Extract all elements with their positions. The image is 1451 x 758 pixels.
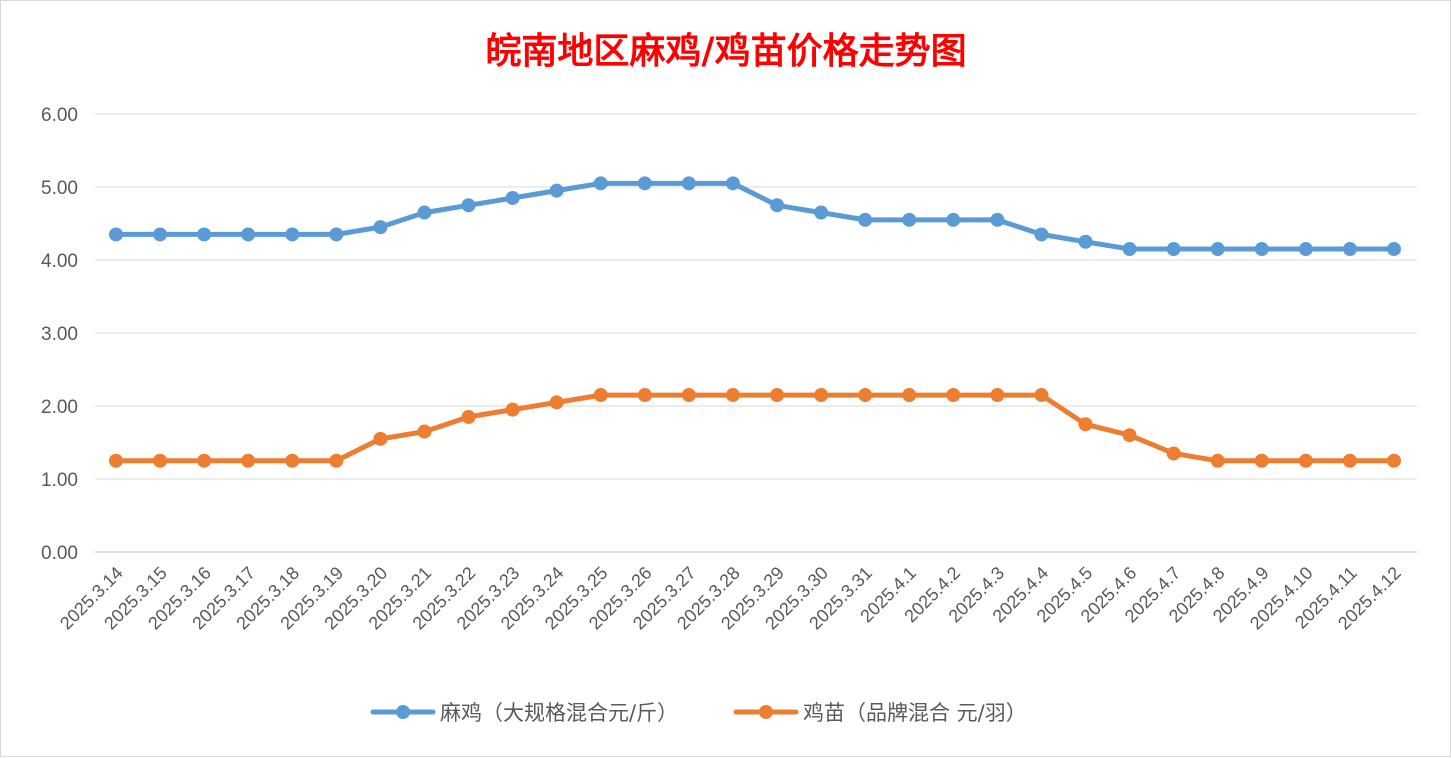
data-point	[593, 176, 608, 191]
data-point	[1078, 417, 1093, 432]
data-point	[1122, 242, 1137, 257]
data-point	[946, 388, 961, 403]
data-point	[902, 212, 917, 227]
series-line	[113, 392, 1397, 464]
data-point	[946, 212, 961, 227]
chart-title: 皖南地区麻鸡/鸡苗价格走势图	[485, 30, 966, 72]
data-point	[549, 395, 564, 410]
data-point	[1387, 242, 1401, 257]
data-point	[1342, 242, 1357, 257]
data-point	[505, 402, 520, 417]
data-point	[197, 227, 212, 242]
data-point	[681, 388, 696, 403]
data-point	[109, 453, 123, 468]
legend-label: 鸡苗（品牌混合 元/羽）	[803, 701, 1027, 725]
data-point	[1210, 453, 1225, 468]
legend-label: 麻鸡（大规格混合元/斤）	[440, 701, 678, 725]
series-1	[109, 176, 1401, 257]
y-tick-label: 2.00	[41, 397, 78, 418]
legend-item[interactable]: 鸡苗（品牌混合 元/羽）	[733, 701, 1027, 725]
data-point	[814, 205, 829, 220]
data-point	[285, 227, 300, 242]
data-point	[1387, 453, 1401, 468]
legend-item[interactable]: 麻鸡（大规格混合元/斤）	[370, 701, 678, 725]
data-point	[725, 388, 740, 403]
data-point	[109, 227, 123, 242]
data-point	[902, 388, 917, 403]
data-point	[1034, 227, 1049, 242]
data-point	[770, 198, 785, 213]
data-point	[814, 388, 829, 403]
data-point	[858, 388, 873, 403]
data-point	[1078, 234, 1093, 249]
series-line	[113, 180, 1397, 252]
legend[interactable]: 麻鸡（大规格混合元/斤） 鸡苗（品牌混合 元/羽）	[370, 701, 1027, 725]
data-point	[329, 453, 344, 468]
data-point	[1166, 446, 1181, 461]
data-point	[549, 183, 564, 198]
data-point	[1298, 242, 1313, 257]
data-point	[1166, 242, 1181, 257]
data-point	[241, 227, 256, 242]
y-tick-label: 1.00	[41, 470, 78, 491]
data-point	[770, 388, 785, 403]
data-point	[505, 190, 520, 205]
data-point	[593, 388, 608, 403]
data-point	[329, 227, 344, 242]
y-tick-label: 6.00	[41, 105, 78, 126]
data-point	[417, 424, 432, 439]
y-tick-label: 0.00	[41, 543, 78, 564]
data-point	[241, 453, 256, 468]
data-point	[990, 388, 1005, 403]
data-point	[1122, 428, 1137, 443]
data-point	[681, 176, 696, 191]
data-point	[373, 220, 388, 235]
data-point	[461, 409, 476, 424]
y-tick-label: 3.00	[41, 324, 78, 345]
data-point	[285, 453, 300, 468]
data-point	[153, 227, 168, 242]
legend-marker	[396, 705, 410, 719]
data-point	[858, 212, 873, 227]
data-point	[417, 205, 432, 220]
data-point	[1298, 453, 1313, 468]
data-point	[637, 176, 652, 191]
series-2	[109, 388, 1401, 468]
legend-marker	[759, 705, 773, 719]
y-axis-tick-labels: 0.00 1.00 2.00 3.00 4.00 5.00 6.00	[41, 105, 78, 564]
data-point	[1342, 453, 1357, 468]
data-point	[637, 388, 652, 403]
data-point	[1034, 388, 1049, 403]
data-point	[197, 453, 212, 468]
data-point	[373, 431, 388, 446]
y-tick-label: 4.00	[41, 251, 78, 272]
data-point	[153, 453, 168, 468]
grid-lines	[95, 113, 1417, 553]
data-point	[725, 176, 740, 191]
data-point	[990, 212, 1005, 227]
data-point	[1254, 453, 1269, 468]
x-axis-tick-labels: 2025.3.142025.3.152025.3.162025.3.172025…	[56, 563, 1405, 634]
y-tick-label: 5.00	[41, 178, 78, 199]
data-point	[1254, 242, 1269, 257]
data-point	[461, 198, 476, 213]
series-layer	[109, 176, 1401, 468]
data-point	[1210, 242, 1225, 257]
